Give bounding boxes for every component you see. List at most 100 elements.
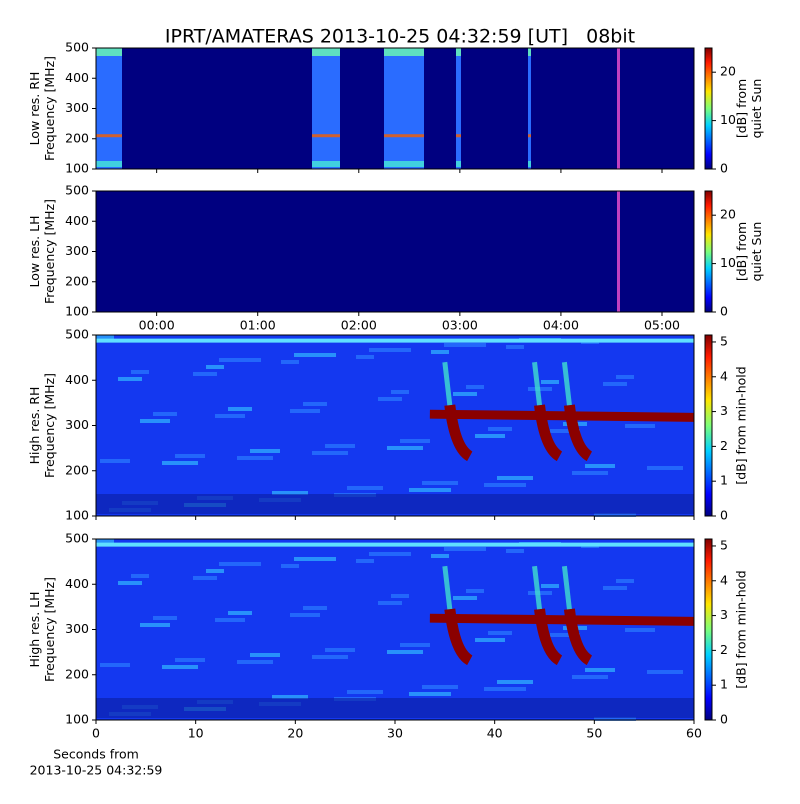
image-background — [96, 191, 694, 312]
burst-band-bottom — [312, 161, 340, 167]
noise — [118, 581, 142, 585]
noise — [250, 449, 280, 453]
colorbar-tick-label: 10 — [720, 112, 736, 127]
colorbar-label: quiet Sun — [749, 222, 764, 282]
noise — [409, 692, 451, 696]
noise — [475, 434, 505, 438]
noise — [206, 569, 224, 573]
noise — [325, 648, 355, 652]
colorbar-tick-label: 3 — [720, 403, 728, 418]
y-tick-label: 100 — [65, 712, 89, 727]
x-tick-label: 03:00 — [442, 318, 478, 333]
burst-band-line — [312, 134, 340, 138]
colorbar-tick-label: 0 — [720, 304, 728, 319]
noise — [603, 586, 627, 590]
noise — [484, 483, 526, 487]
noise — [387, 446, 423, 450]
noise — [140, 623, 170, 627]
x-tick-label: 04:00 — [543, 318, 579, 333]
burst-band — [456, 48, 461, 169]
burst — [429, 613, 695, 626]
noise — [312, 451, 348, 455]
noise — [400, 643, 430, 647]
noise — [153, 616, 177, 620]
noise — [100, 459, 130, 463]
noise — [616, 375, 634, 379]
noise — [219, 358, 261, 362]
y-axis-label: High res. RH — [27, 387, 42, 465]
band-top — [96, 542, 694, 547]
noise — [162, 461, 198, 465]
noise — [550, 429, 580, 433]
noise — [488, 631, 512, 635]
calibration-line — [617, 191, 620, 312]
colorbar-tick-label: 20 — [720, 207, 736, 222]
colorbar-tick-label: 4 — [720, 572, 728, 587]
colorbar-label: [dB] from — [734, 222, 749, 281]
y-tick-label: 500 — [65, 40, 89, 55]
x-tick-label: 20 — [287, 726, 303, 741]
noise — [294, 353, 336, 357]
noise — [444, 547, 486, 551]
noise — [118, 377, 142, 381]
noise — [453, 392, 477, 396]
noise — [466, 589, 484, 593]
colorbar-tick-label: 0 — [720, 712, 728, 727]
burst-band-bottom — [456, 161, 461, 167]
noise — [131, 370, 149, 374]
colorbar — [704, 334, 713, 517]
noise — [294, 557, 336, 561]
image-background — [96, 335, 694, 516]
noise — [272, 695, 308, 699]
spectrogram-image — [96, 335, 695, 517]
noise — [303, 402, 327, 406]
noise — [215, 414, 245, 418]
noise — [369, 552, 411, 556]
noise — [625, 628, 655, 632]
noise — [400, 439, 430, 443]
x-tick-label: 05:00 — [644, 318, 680, 333]
burst-band-top — [456, 48, 461, 56]
x-tick-label: 30 — [387, 726, 403, 741]
band-low — [96, 698, 694, 718]
burst-band-bottom — [384, 161, 424, 167]
colorbar-label: [dB] from min-hold — [734, 366, 749, 484]
noise — [484, 687, 526, 691]
noise — [453, 596, 477, 600]
noise — [647, 670, 683, 674]
noise — [541, 584, 559, 588]
y-tick-label: 100 — [65, 161, 89, 176]
burst-halo — [561, 565, 572, 610]
noise — [219, 562, 261, 566]
noise — [215, 618, 245, 622]
noise — [237, 456, 273, 460]
colorbar-tick-label: 1 — [720, 473, 728, 488]
x-axis-label: Seconds from — [53, 747, 139, 762]
x-tick-label: 50 — [586, 726, 602, 741]
noise — [625, 424, 655, 428]
noise — [356, 355, 374, 359]
colorbar-label: [dB] from min-hold — [734, 570, 749, 688]
burst-band-top — [312, 48, 340, 56]
noise — [497, 680, 533, 684]
burst — [429, 409, 695, 422]
y-axis-label: Low res. RH — [27, 72, 42, 146]
noise — [391, 390, 409, 394]
noise — [140, 419, 170, 423]
noise — [409, 488, 451, 492]
noise — [290, 409, 320, 413]
colorbar-tick-label: 2 — [720, 438, 728, 453]
y-axis-label: Frequency [MHz] — [42, 56, 57, 161]
y-tick-label: 200 — [65, 273, 89, 288]
noise — [616, 579, 634, 583]
noise — [422, 685, 458, 689]
y-tick-label: 200 — [65, 130, 89, 145]
y-axis-label: Low res. LH — [27, 216, 42, 288]
burst — [444, 404, 473, 462]
noise — [391, 594, 409, 598]
y-axis-label: High res. LH — [27, 591, 42, 667]
x-tick-label: 60 — [686, 726, 702, 741]
noise — [422, 481, 458, 485]
noise — [550, 633, 580, 637]
burst-halo — [561, 361, 572, 406]
